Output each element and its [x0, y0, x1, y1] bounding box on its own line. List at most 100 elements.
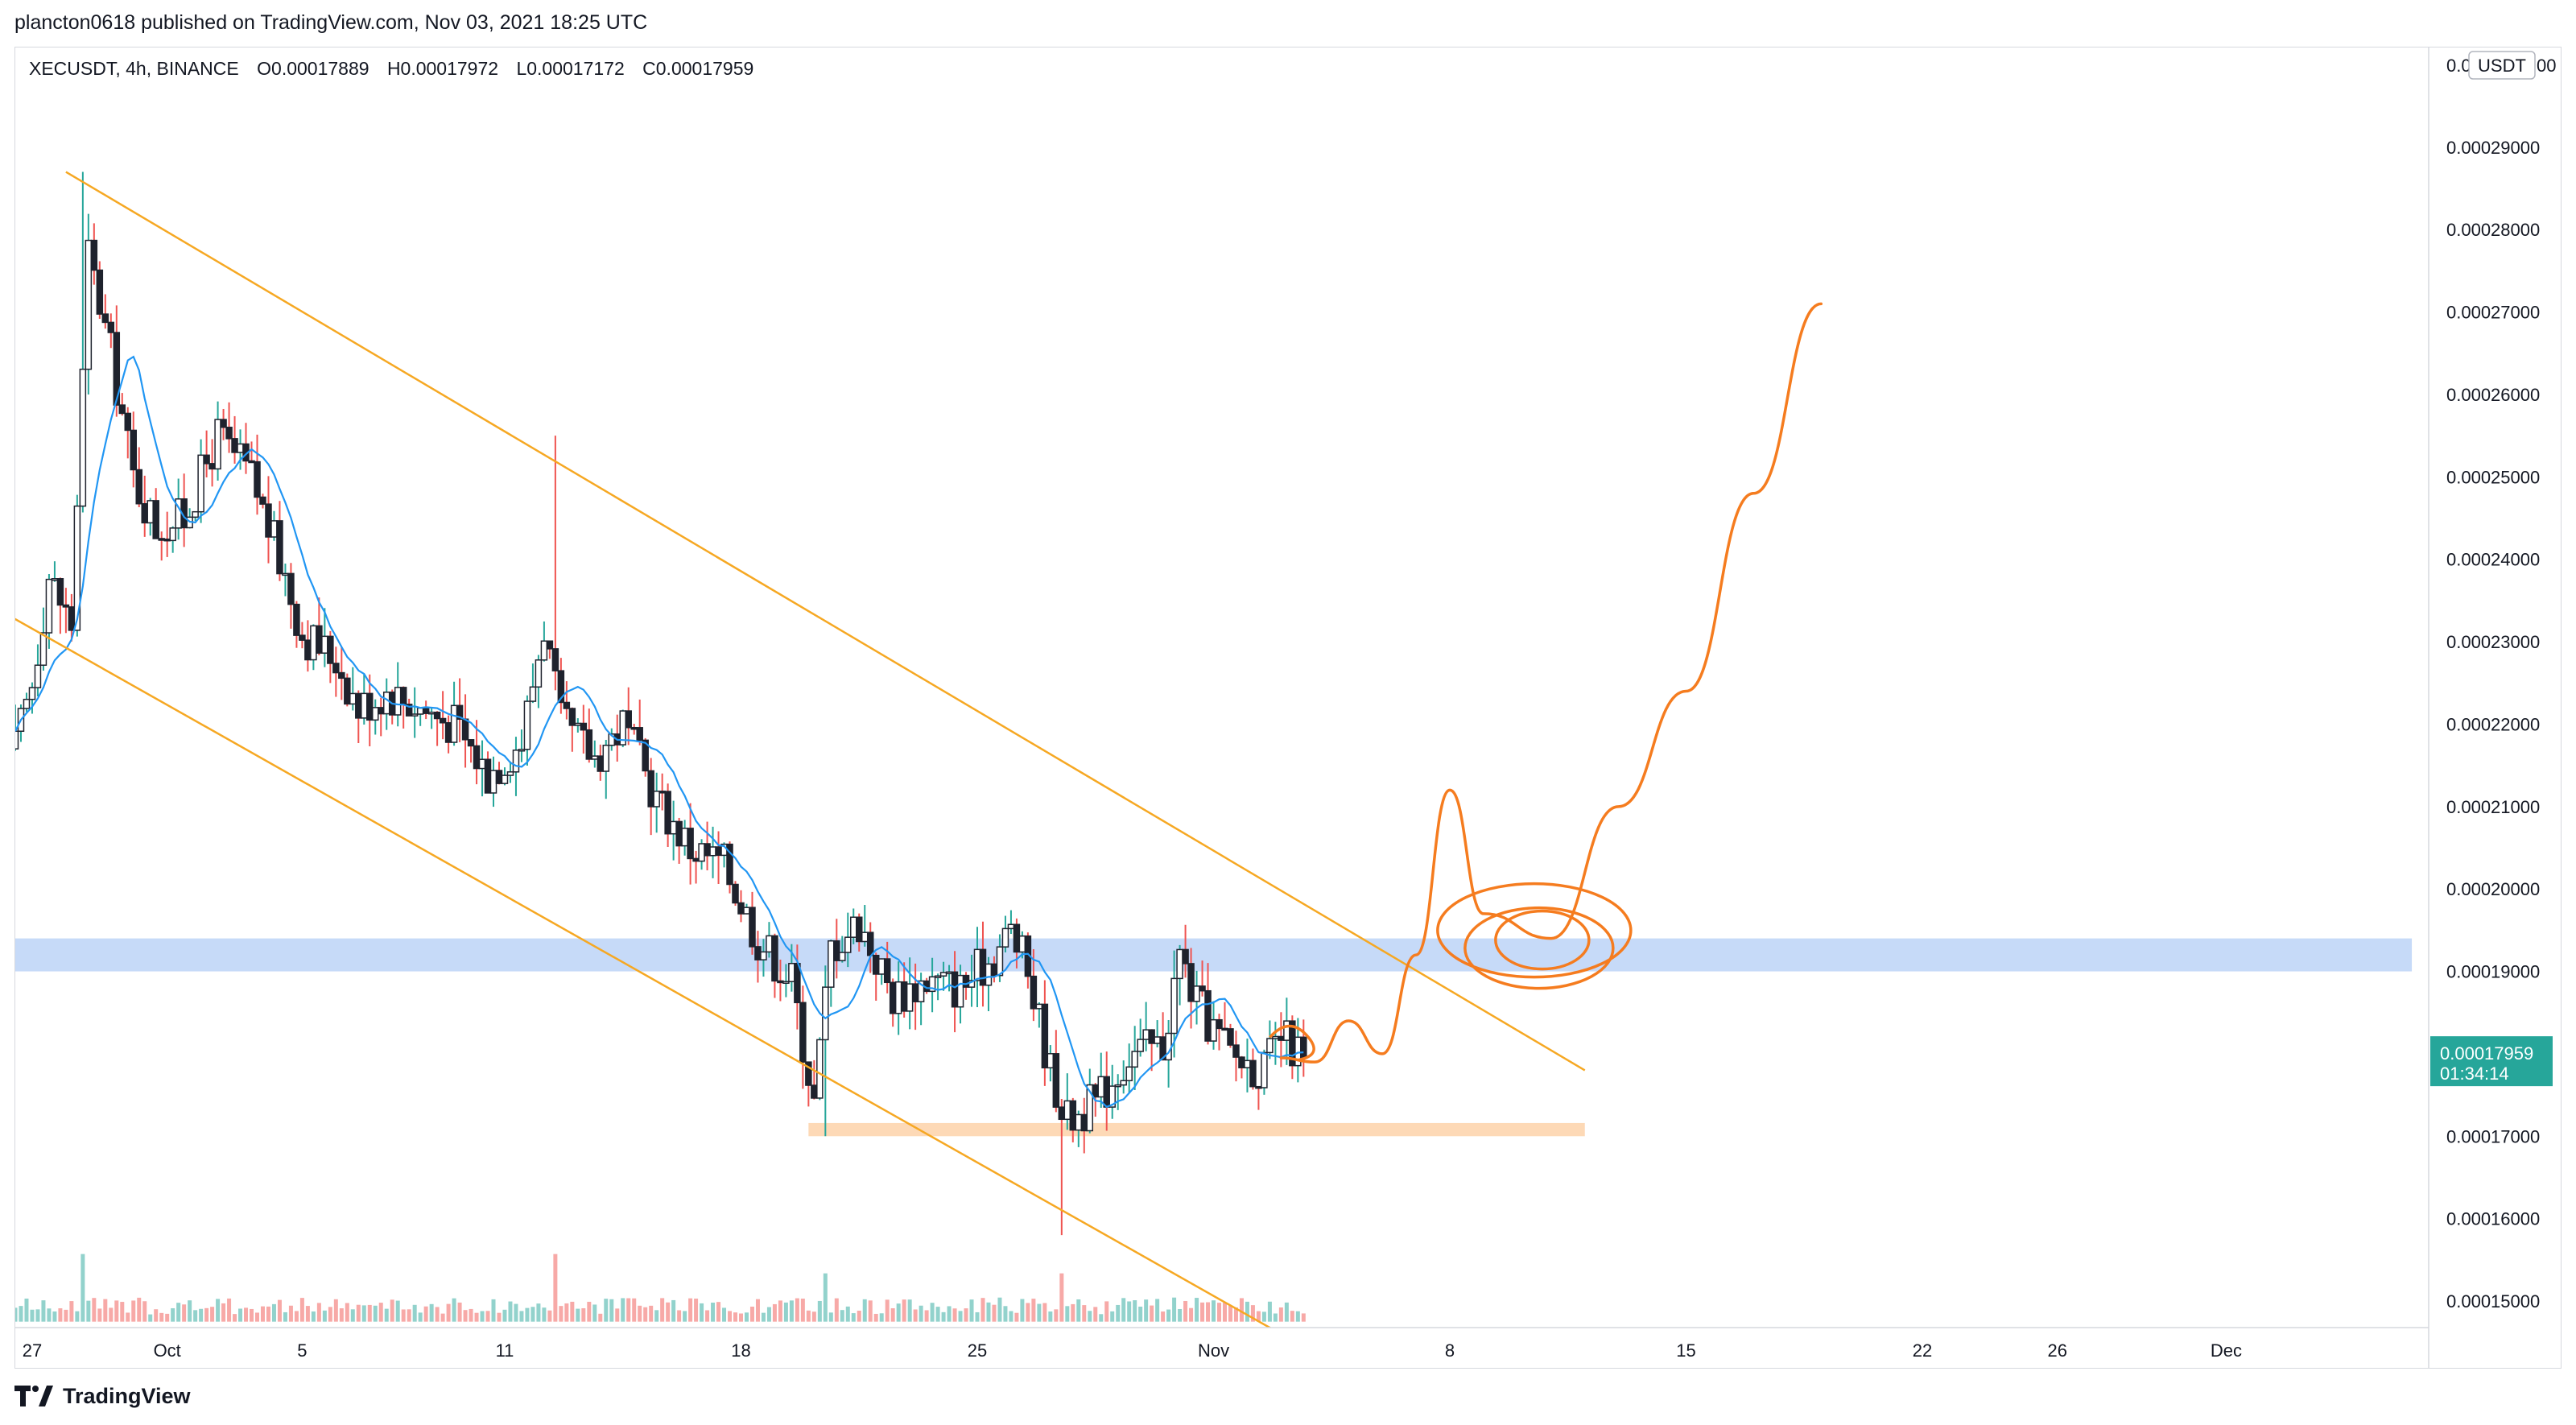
candle-body[interactable] [642, 739, 649, 772]
candle-body[interactable] [405, 704, 413, 717]
candle-body[interactable] [591, 755, 599, 760]
candle-body[interactable] [304, 639, 312, 661]
candle-body[interactable] [1244, 1059, 1251, 1068]
candle-body[interactable] [1103, 1076, 1110, 1108]
candle-body[interactable] [962, 974, 970, 988]
candle-body[interactable] [1283, 1020, 1290, 1041]
candle-body[interactable] [985, 963, 993, 986]
candle-body[interactable] [332, 663, 340, 674]
candle-body[interactable] [382, 692, 390, 715]
candle-body[interactable] [906, 983, 914, 1012]
candle-body[interactable] [1080, 1113, 1088, 1132]
projection-loop[interactable] [1436, 882, 1633, 979]
candle-body[interactable] [1300, 1036, 1307, 1058]
candle-body[interactable] [1097, 1076, 1105, 1098]
candle-body[interactable] [79, 368, 87, 507]
candle-body[interactable] [698, 843, 705, 862]
projection-loop[interactable] [1463, 906, 1615, 990]
candle-body[interactable] [433, 711, 441, 720]
candle-body[interactable] [101, 313, 109, 324]
candle-body[interactable] [732, 883, 739, 904]
candle-body[interactable] [1046, 1053, 1055, 1069]
projection-squiggle[interactable] [1269, 1024, 1315, 1062]
candle-body[interactable] [540, 640, 548, 661]
drawings-layer[interactable] [15, 171, 1823, 1334]
candle-body[interactable] [1069, 1100, 1077, 1131]
candle-body[interactable] [1199, 985, 1206, 992]
candle-body[interactable] [265, 503, 272, 538]
candle-body[interactable] [939, 972, 947, 977]
candle-body[interactable] [839, 952, 846, 961]
candle-body[interactable] [461, 718, 469, 741]
candle-body[interactable] [394, 687, 402, 716]
candle-body[interactable] [1063, 1100, 1071, 1121]
candle-body[interactable] [28, 687, 36, 700]
candle-body[interactable] [231, 438, 238, 453]
candle-body[interactable] [630, 726, 638, 730]
candle-body[interactable] [529, 686, 537, 702]
candle-body[interactable] [1272, 1035, 1279, 1039]
candle-body[interactable] [585, 729, 593, 760]
candle-body[interactable] [62, 604, 70, 608]
candle-body[interactable] [658, 791, 666, 794]
candle-body[interactable] [568, 708, 576, 726]
candle-body[interactable] [1278, 1035, 1285, 1041]
tradingview-footer[interactable]: TradingView [14, 1378, 191, 1414]
candle-body[interactable] [951, 971, 959, 1008]
chart-panel[interactable]: 0.000150000.000160000.000170000.00018000… [14, 47, 2562, 1369]
candle-body[interactable] [1249, 1059, 1257, 1088]
candle-body[interactable] [990, 963, 998, 977]
candle-body[interactable] [872, 954, 880, 975]
candle-body[interactable] [1018, 935, 1026, 953]
candle-body[interactable] [1092, 1084, 1100, 1098]
candle-body[interactable] [1176, 948, 1183, 980]
candle-body[interactable] [979, 948, 987, 986]
candle-body[interactable] [782, 981, 790, 985]
candle-body[interactable] [1210, 1018, 1217, 1042]
candle-body[interactable] [956, 974, 964, 1008]
candle-body[interactable] [152, 500, 159, 539]
candle-body[interactable] [39, 632, 47, 666]
candle-body[interactable] [1204, 989, 1212, 1042]
candle-body[interactable] [996, 946, 1004, 977]
candle-body[interactable] [945, 971, 953, 975]
candle-body[interactable] [546, 640, 554, 650]
candle-body[interactable] [293, 603, 300, 636]
candle-body[interactable] [692, 857, 700, 862]
candle-body[interactable] [316, 625, 323, 654]
candle-body[interactable] [56, 578, 64, 606]
candle-body[interactable] [602, 744, 610, 772]
candle-body[interactable] [366, 692, 374, 721]
candle-body[interactable] [220, 419, 227, 428]
candle-body[interactable] [894, 981, 902, 1014]
candle-body[interactable] [1165, 1032, 1172, 1061]
candle-body[interactable] [163, 538, 171, 542]
candle-body[interactable] [580, 722, 588, 731]
candle-body[interactable] [557, 670, 565, 704]
candle-body[interactable] [15, 730, 19, 750]
candle-body[interactable] [355, 692, 362, 719]
candle-body[interactable] [973, 948, 981, 981]
candle-body[interactable] [338, 671, 345, 679]
candle-body[interactable] [1120, 1080, 1127, 1086]
candle-body[interactable] [282, 572, 289, 576]
candle-body[interactable] [444, 722, 452, 743]
candle-body[interactable] [1187, 963, 1195, 1002]
candle-body[interactable] [760, 951, 767, 960]
candle-body[interactable] [169, 527, 176, 542]
candle-body[interactable] [535, 659, 543, 688]
candle-body[interactable] [754, 946, 762, 960]
candle-body[interactable] [478, 758, 486, 770]
candle-body[interactable] [34, 664, 42, 688]
candle-body[interactable] [107, 321, 115, 333]
candle-body[interactable] [361, 692, 368, 719]
candle-body[interactable] [1131, 1051, 1138, 1068]
candle-body[interactable] [450, 704, 458, 743]
candle-body[interactable] [411, 713, 419, 717]
candle-body[interactable] [900, 981, 908, 1012]
candle-body[interactable] [124, 412, 132, 432]
candle-body[interactable] [203, 454, 210, 465]
candle-body[interactable] [675, 820, 683, 847]
candle-body[interactable] [1052, 1053, 1060, 1108]
candle-body[interactable] [372, 707, 379, 721]
